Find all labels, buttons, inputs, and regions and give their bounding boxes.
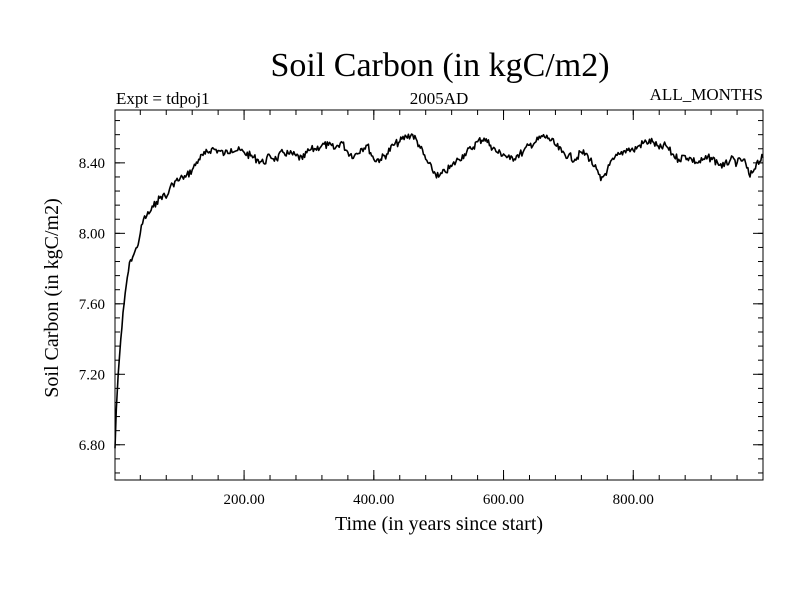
series-line <box>114 133 764 449</box>
x-tick-label: 200.00 <box>223 492 264 508</box>
x-axis-label: Time (in years since start) <box>335 513 543 535</box>
series-layer <box>114 133 764 449</box>
y-axis-ticks <box>115 120 763 474</box>
x-tick-label: 400.00 <box>353 492 394 508</box>
plot-frame <box>114 109 764 481</box>
experiment-label: Expt = tdpoj1 <box>116 89 210 108</box>
y-tick-label: 8.40 <box>79 156 105 172</box>
x-axis-tick-labels: 200.00 400.00 600.00 800.00 <box>223 492 653 508</box>
y-tick-label: 8.00 <box>79 226 105 242</box>
x-tick-label: 600.00 <box>483 492 524 508</box>
year-label: 2005AD <box>410 89 469 108</box>
y-tick-label: 7.20 <box>79 367 105 383</box>
chart-title: Soil Carbon (in kgC/m2) <box>270 47 609 84</box>
y-tick-label: 7.60 <box>79 297 105 313</box>
y-tick-label: 6.80 <box>79 438 105 454</box>
x-axis-ticks <box>139 110 738 480</box>
x-tick-label: 800.00 <box>613 492 654 508</box>
y-axis-tick-labels: 6.80 7.20 7.60 8.00 8.40 <box>79 156 105 454</box>
months-label: ALL_MONTHS <box>650 85 763 104</box>
y-axis-label: Soil Carbon (in kgC/m2) <box>41 198 63 397</box>
